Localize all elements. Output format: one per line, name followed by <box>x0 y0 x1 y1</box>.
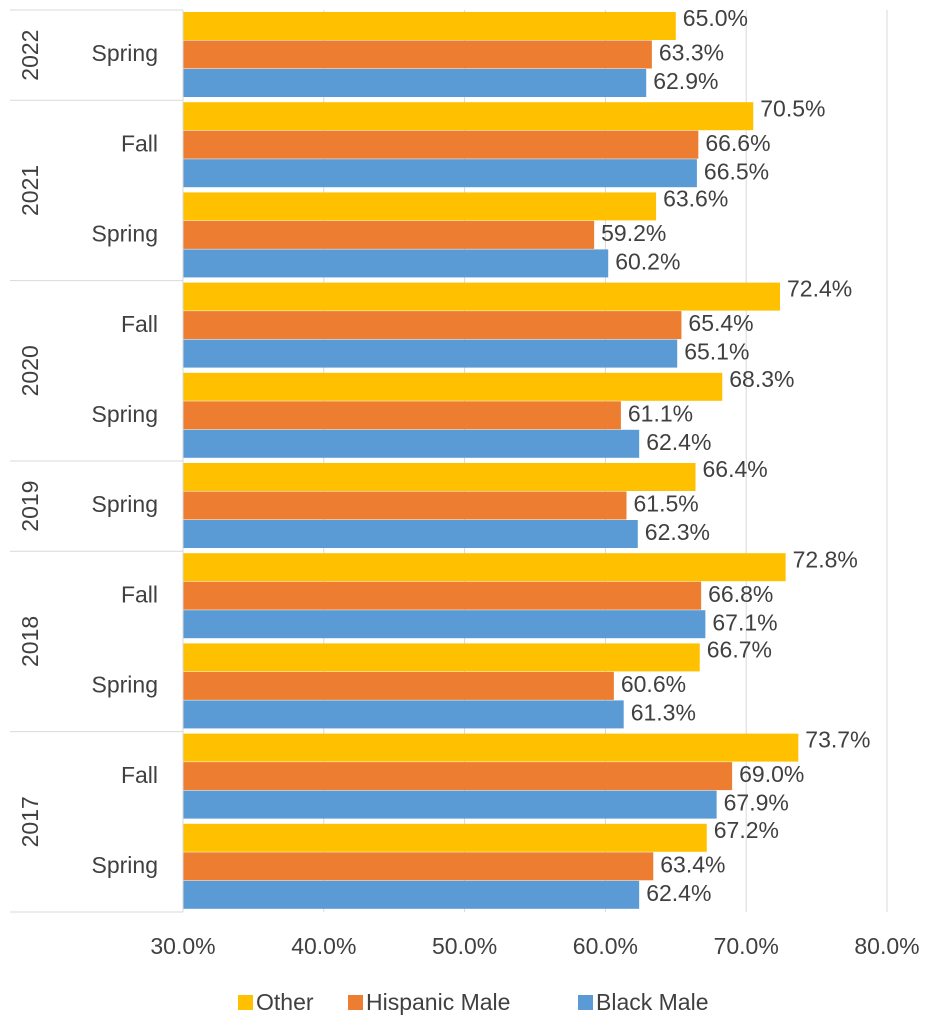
value-label: 62.4% <box>646 429 711 455</box>
value-label: 61.5% <box>634 491 699 517</box>
value-label: 66.4% <box>703 456 768 482</box>
value-label: 72.8% <box>793 546 858 572</box>
value-label: 60.6% <box>621 671 686 697</box>
value-label: 63.6% <box>663 185 728 211</box>
category-label: Spring <box>92 221 158 247</box>
value-label: 69.0% <box>739 761 804 787</box>
bar <box>183 520 638 548</box>
value-label: 67.2% <box>714 817 779 843</box>
bar <box>183 282 780 311</box>
bar <box>183 700 624 729</box>
group-label: 2021 <box>17 165 43 216</box>
bar <box>183 852 654 881</box>
bar <box>183 159 697 188</box>
bar <box>183 102 754 131</box>
value-label: 67.9% <box>724 790 789 816</box>
value-label: 61.3% <box>631 699 696 725</box>
category-label: Fall <box>121 130 158 156</box>
bar <box>183 733 799 762</box>
value-label: 63.4% <box>660 851 725 877</box>
bar <box>183 220 595 249</box>
legend-label: Hispanic Male <box>366 989 510 1015</box>
category-label: Spring <box>92 40 158 66</box>
x-tick-label: 80.0% <box>854 933 919 959</box>
value-label: 73.7% <box>805 727 870 753</box>
value-label: 65.0% <box>683 5 748 31</box>
value-label: 62.4% <box>646 880 711 906</box>
value-label: 67.1% <box>712 609 777 635</box>
value-label: 68.3% <box>729 366 794 392</box>
legend-label: Black Male <box>596 989 708 1015</box>
group-label: 2017 <box>17 796 43 847</box>
value-label: 59.2% <box>601 220 666 246</box>
value-label: 65.1% <box>684 339 749 365</box>
x-tick-label: 70.0% <box>714 933 779 959</box>
x-tick-label: 30.0% <box>150 933 215 959</box>
bar <box>183 40 652 69</box>
bar <box>183 553 786 582</box>
bar <box>183 491 627 520</box>
bar <box>183 69 647 97</box>
category-label: Spring <box>92 672 158 698</box>
value-label: 66.6% <box>705 130 770 156</box>
bar <box>183 429 640 458</box>
bar <box>183 581 702 610</box>
bar <box>183 823 707 852</box>
value-label: 66.7% <box>707 636 772 662</box>
bar <box>183 311 682 340</box>
group-label: 2018 <box>17 616 43 667</box>
category-label: Fall <box>121 581 158 607</box>
legend-swatch <box>578 995 593 1010</box>
category-label: Spring <box>92 401 158 427</box>
x-tick-label: 60.0% <box>573 933 638 959</box>
category-label: Fall <box>121 311 158 337</box>
bar <box>183 762 733 791</box>
bar <box>183 671 614 700</box>
x-tick-label: 40.0% <box>291 933 356 959</box>
bar <box>183 249 609 278</box>
value-label: 66.5% <box>704 158 769 184</box>
category-label: Spring <box>92 852 158 878</box>
value-label: 70.5% <box>760 95 825 121</box>
bar <box>183 130 699 159</box>
bar <box>183 339 678 368</box>
category-label: Fall <box>121 762 158 788</box>
category-label: Spring <box>92 491 158 517</box>
bar <box>183 372 723 401</box>
group-label: 2019 <box>17 481 43 532</box>
value-label: 66.8% <box>708 581 773 607</box>
value-label: 62.9% <box>653 68 718 94</box>
legend-swatch <box>348 995 363 1010</box>
value-label: 72.4% <box>787 276 852 302</box>
value-label: 61.1% <box>628 400 693 426</box>
bar <box>183 790 717 819</box>
bar <box>183 192 657 221</box>
value-label: 62.3% <box>645 519 710 545</box>
value-label: 65.4% <box>688 310 753 336</box>
bar <box>183 643 700 672</box>
value-label: 63.3% <box>659 40 724 66</box>
legend-swatch <box>238 995 253 1010</box>
group-label: 2022 <box>17 30 43 81</box>
bar <box>183 880 640 909</box>
x-tick-label: 50.0% <box>432 933 497 959</box>
group-label: 2020 <box>17 345 43 396</box>
bar <box>183 463 696 491</box>
legend-label: Other <box>256 989 314 1015</box>
bar <box>183 610 706 639</box>
bar <box>183 401 621 430</box>
value-label: 60.2% <box>615 248 680 274</box>
bar <box>183 12 676 40</box>
